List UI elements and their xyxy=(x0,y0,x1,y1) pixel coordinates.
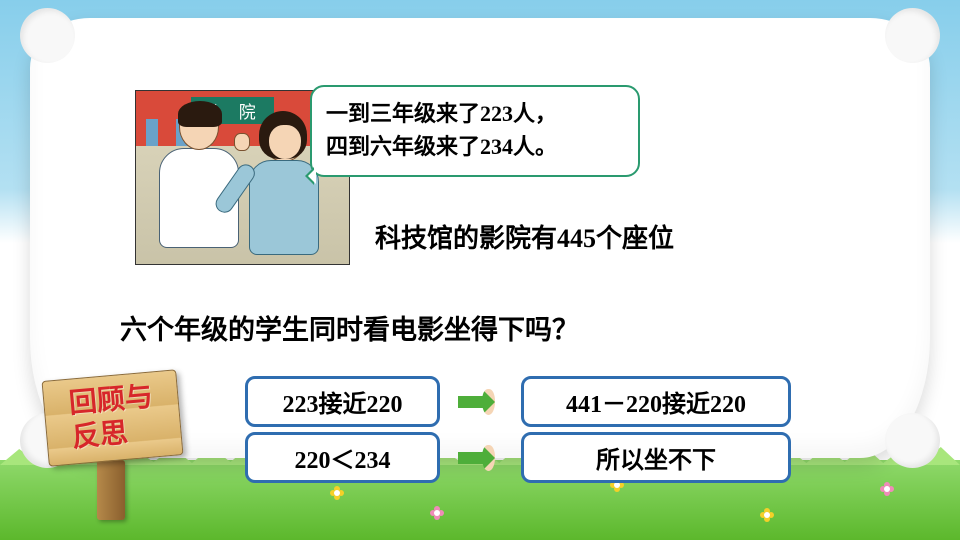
question-statement: 六个年级的学生同时看电影坐得下吗？ xyxy=(120,308,579,347)
speech-line-1: 一到三年级来了223人， xyxy=(326,97,624,130)
flower-decor xyxy=(330,486,344,500)
calc-row-1: 223接近220 441－220接近220 xyxy=(245,376,791,427)
signpost-line-2: 反思 xyxy=(71,414,158,455)
calc-row-2: 220＜234 所以坐不下 xyxy=(245,432,791,483)
calc-box-4: 所以坐不下 xyxy=(521,432,791,483)
flower-decor xyxy=(430,506,444,520)
seats-statement: 科技馆的影院有445个座位 xyxy=(375,218,674,255)
flower-decor xyxy=(760,508,774,522)
arrow-right-icon xyxy=(458,445,503,471)
calc-box-2: 441－220接近220 xyxy=(521,376,791,427)
calc-box-1: 223接近220 xyxy=(245,376,440,427)
speech-bubble: 一到三年级来了223人， 四到六年级来了234人。 xyxy=(310,85,640,177)
signpost-post xyxy=(97,460,125,520)
flower-decor xyxy=(880,482,894,496)
signpost-plank: 回顾与 反思 xyxy=(42,369,184,466)
calc-box-3: 220＜234 xyxy=(245,432,440,483)
arrow-right-icon xyxy=(458,389,503,415)
speech-line-2: 四到六年级来了234人。 xyxy=(326,130,624,163)
review-signpost: 回顾与 反思 xyxy=(45,375,180,520)
